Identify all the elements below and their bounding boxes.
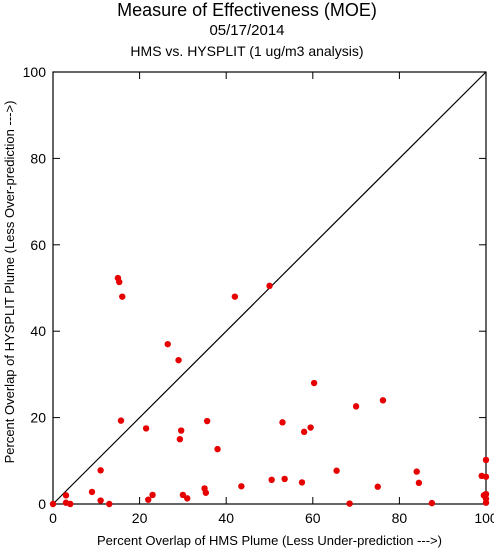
data-point <box>116 278 123 286</box>
x-tick-label: 80 <box>392 510 408 526</box>
data-point <box>202 489 210 496</box>
data-point <box>119 293 126 300</box>
data-point <box>300 428 308 436</box>
x-tick-label: 60 <box>305 510 321 526</box>
data-point <box>279 419 286 426</box>
axes <box>52 71 487 505</box>
x-tick-label: 0 <box>49 510 57 526</box>
chart-subtitle: HMS vs. HYSPLIT (1 ug/m3 analysis) <box>130 43 364 59</box>
data-point <box>184 495 191 502</box>
data-point <box>177 427 185 434</box>
data-point <box>106 500 113 508</box>
data-point <box>214 445 221 453</box>
data-point <box>97 497 104 504</box>
chart-title: Measure of Effectiveness (MOE) <box>117 0 377 20</box>
data-point <box>62 492 70 499</box>
y-tick-label: 0 <box>38 496 46 512</box>
data-point <box>281 475 288 483</box>
x-tick-label: 100 <box>474 510 494 526</box>
data-point <box>413 468 420 475</box>
plot-frame <box>52 71 487 505</box>
data-point <box>482 499 490 506</box>
data-point <box>352 403 360 410</box>
data-point <box>117 417 125 424</box>
y-axis-label: Percent Overlap of HYSPLIT Plume (Less O… <box>2 101 17 464</box>
data-point <box>310 379 318 387</box>
data-point <box>482 456 490 464</box>
data-points <box>49 274 490 508</box>
data-point <box>164 340 171 348</box>
data-point <box>238 483 245 490</box>
x-tick-label: 40 <box>218 510 234 526</box>
data-point <box>415 479 423 487</box>
data-point <box>482 490 490 498</box>
data-point <box>333 467 340 474</box>
x-tick-label: 20 <box>132 510 148 526</box>
chart-date: 05/17/2014 <box>209 22 285 39</box>
data-point <box>268 476 275 484</box>
data-point <box>203 417 211 425</box>
data-point <box>49 500 57 508</box>
data-point <box>298 479 306 486</box>
data-point <box>149 491 156 499</box>
data-point <box>482 473 490 480</box>
tick-labels: 0 20 40 60 80 100 0 20 40 60 80 100 <box>23 64 494 526</box>
data-point <box>97 467 104 474</box>
data-point <box>88 488 96 496</box>
data-point <box>379 397 387 404</box>
data-point <box>176 436 184 443</box>
data-point <box>231 293 239 300</box>
data-point <box>175 356 182 364</box>
data-point <box>307 424 314 431</box>
y-tick-label: 100 <box>23 64 47 80</box>
y-tick-label: 60 <box>30 237 46 253</box>
y-tick-label: 20 <box>30 410 46 426</box>
data-point <box>266 282 273 290</box>
data-point <box>145 496 152 503</box>
y-tick-label: 80 <box>30 150 46 166</box>
data-point <box>142 425 150 432</box>
data-point <box>374 483 381 490</box>
y-tick-label: 40 <box>30 323 46 339</box>
data-point <box>346 500 353 507</box>
data-point <box>428 499 436 507</box>
x-axis-label: Percent Overlap of HMS Plume (Less Under… <box>97 533 442 548</box>
data-point <box>67 500 74 508</box>
data-point <box>179 491 187 499</box>
